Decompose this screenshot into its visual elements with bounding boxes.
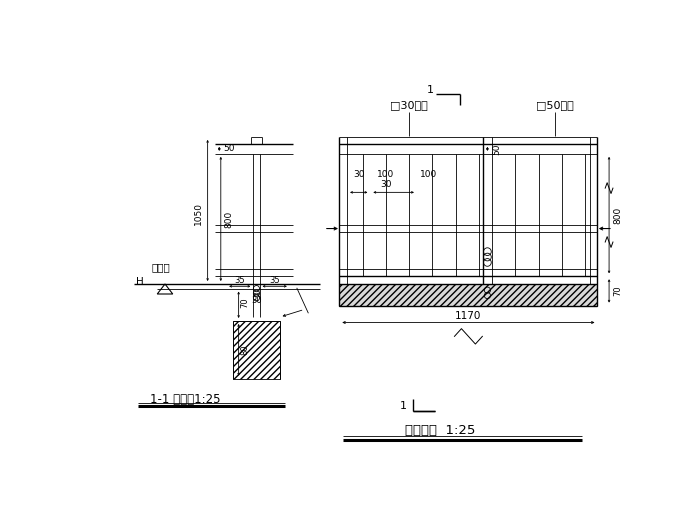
Text: 30: 30 xyxy=(251,296,262,304)
Bar xyxy=(340,284,598,306)
Text: 1050: 1050 xyxy=(194,203,203,225)
Text: □30钢管: □30钢管 xyxy=(391,100,428,110)
Text: 70: 70 xyxy=(613,286,622,296)
Text: 30: 30 xyxy=(353,170,365,179)
Text: 100: 100 xyxy=(377,170,395,179)
Text: 35: 35 xyxy=(234,276,245,285)
Text: 1: 1 xyxy=(400,401,407,411)
Bar xyxy=(233,321,280,379)
Text: 800: 800 xyxy=(224,211,233,227)
Text: 800: 800 xyxy=(613,206,622,224)
Text: 室内栏杆  1:25: 室内栏杆 1:25 xyxy=(405,424,475,437)
Text: 70: 70 xyxy=(240,297,249,308)
Text: 1-1 剖面图1:25: 1-1 剖面图1:25 xyxy=(150,393,220,406)
Text: 1170: 1170 xyxy=(455,311,482,321)
Text: 35: 35 xyxy=(270,276,281,285)
Text: 50: 50 xyxy=(492,143,501,154)
Text: 80: 80 xyxy=(240,344,249,355)
Text: 30: 30 xyxy=(380,180,391,189)
Text: 1: 1 xyxy=(426,85,433,95)
Text: H: H xyxy=(136,277,144,288)
Text: □50钢管: □50钢管 xyxy=(536,100,574,110)
Text: 预埋件: 预埋件 xyxy=(151,262,170,272)
Text: 100: 100 xyxy=(420,170,437,179)
Text: 50: 50 xyxy=(223,144,235,153)
